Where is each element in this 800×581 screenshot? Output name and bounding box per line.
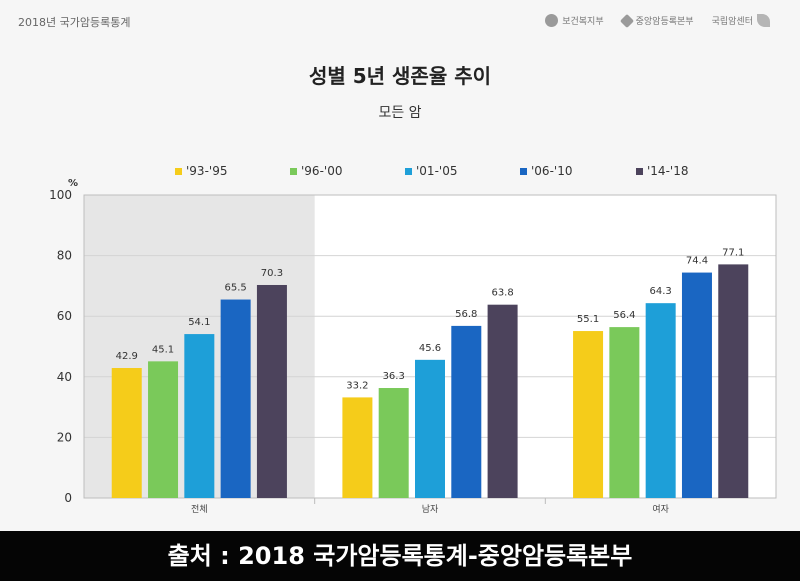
bar <box>111 368 142 498</box>
legend-label: '01-'05 <box>416 164 457 178</box>
bar-value-label: 63.8 <box>491 288 513 299</box>
legend-label: '06-'10 <box>531 164 572 178</box>
diamond-icon <box>619 13 634 28</box>
bar <box>609 327 640 498</box>
bar <box>148 361 179 498</box>
report-label: 2018년 국가암등록통계 <box>18 16 131 29</box>
legend-swatch <box>405 168 412 175</box>
bar <box>573 331 604 498</box>
y-tick-label: 60 <box>57 309 72 323</box>
bar <box>342 397 373 498</box>
bar-value-label: 54.1 <box>188 317 210 328</box>
bar-value-label: 56.4 <box>613 310 635 321</box>
y-tick-label: 100 <box>49 188 72 202</box>
legend-swatch <box>290 168 297 175</box>
bar-value-label: 36.3 <box>383 371 405 382</box>
bar <box>256 284 287 498</box>
bar <box>681 272 712 498</box>
chart-title: 성별 5년 생존율 추이 <box>308 64 491 88</box>
bar-value-label: 55.1 <box>577 314 599 325</box>
legend-label: '96-'00 <box>301 164 342 178</box>
legend-swatch <box>520 168 527 175</box>
logo-group: 보건복지부 중앙암등록본부 국립암센터 <box>545 13 770 28</box>
source-footer: 출처 : 2018 국가암등록통계-중앙암등록본부 <box>0 531 800 581</box>
y-tick-label: 40 <box>57 370 72 384</box>
x-category-label: 여자 <box>652 503 669 515</box>
bar-value-label: 45.6 <box>419 343 441 354</box>
bar-value-label: 64.3 <box>650 286 672 297</box>
bar-value-label: 56.8 <box>455 309 477 320</box>
bar <box>487 304 518 498</box>
y-tick-label: 0 <box>64 491 72 505</box>
bar <box>645 303 676 498</box>
logo-cancer-center-label: 국립암센터 <box>711 17 753 27</box>
legend-swatch <box>175 168 182 175</box>
top-bar: 2018년 국가암등록통계 보건복지부 중앙암등록본부 국립암센터 <box>0 0 800 50</box>
bar-value-label: 42.9 <box>116 351 138 362</box>
logo-cancer-center: 국립암센터 <box>712 14 770 27</box>
logo-ministry: 보건복지부 <box>545 14 604 27</box>
bar <box>378 388 409 498</box>
x-category-label: 남자 <box>422 504 439 515</box>
bar-value-label: 65.5 <box>225 283 247 294</box>
bar-value-label: 74.4 <box>686 256 708 267</box>
logo-registry-label: 중앙암등록본부 <box>635 17 694 27</box>
bar <box>184 334 215 498</box>
bar-value-label: 77.1 <box>722 247 744 258</box>
bar <box>451 325 482 498</box>
bar <box>415 359 445 498</box>
government-emblem-icon <box>545 14 559 27</box>
y-axis-unit: % <box>68 178 78 189</box>
bar <box>220 299 251 498</box>
bar <box>718 264 749 498</box>
y-tick-label: 80 <box>57 249 72 263</box>
logo-registry: 중앙암등록본부 <box>619 13 694 28</box>
chart-subtitle: 모든 암 <box>378 105 422 121</box>
legend-label: '14-'18 <box>647 164 688 178</box>
legend-swatch <box>636 168 643 175</box>
bar-value-label: 45.1 <box>152 344 174 355</box>
logo-ministry-label: 보건복지부 <box>562 17 604 27</box>
leaf-icon <box>757 14 770 27</box>
bar-value-label: 33.2 <box>346 380 368 391</box>
bar-value-label: 70.3 <box>261 268 283 279</box>
x-category-label: 전체 <box>191 504 208 515</box>
legend-label: '93-'95 <box>186 164 227 178</box>
y-tick-label: 20 <box>57 430 72 444</box>
bar-chart: 0 20 40 60 80 100% 42.9 45.1 54.1 65.5 70.3 전체 33.2 3… <box>49 164 777 515</box>
